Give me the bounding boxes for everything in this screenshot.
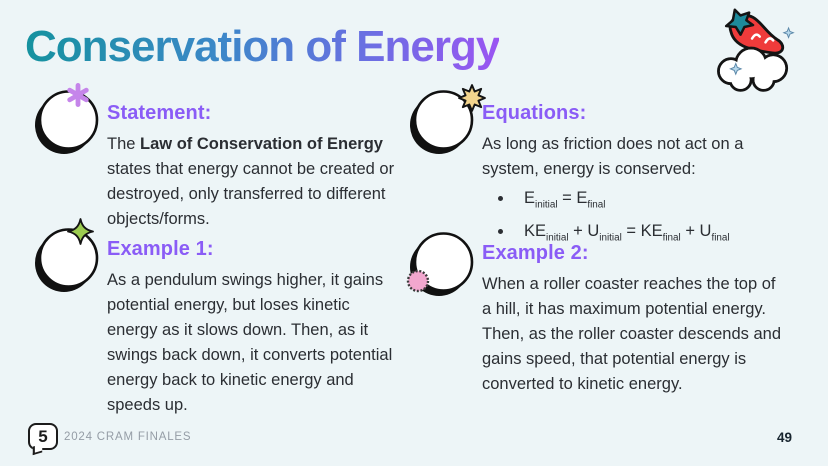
page-title: Conservation of Energy (25, 22, 500, 71)
equation-item: Einitial = Efinal (514, 185, 790, 218)
example1-body: As a pendulum swings higher, it gains po… (107, 271, 393, 414)
example2-body: When a roller coaster reaches the top of… (482, 275, 782, 393)
brand-logo: 5 (28, 423, 58, 450)
section-equations: Equations: As long as friction does not … (408, 84, 790, 252)
footer-brand-text: 2024 CRAM FINALES (64, 431, 192, 443)
four-point-sparkle-icon (67, 218, 94, 245)
starburst-sparkle-icon (458, 84, 486, 112)
section-example-2: Example 2: When a roller coaster reaches… (406, 228, 783, 397)
page-number: 49 (776, 430, 792, 445)
circle-icon (406, 228, 478, 300)
circle-icon (33, 83, 103, 158)
fluff-sparkle-icon (406, 269, 430, 293)
equation-list: Einitial = Efinal KEinitial + Uinitial =… (482, 185, 790, 252)
statement-heading: Statement: (107, 102, 212, 124)
asterisk-sparkle-icon (67, 83, 89, 107)
circle-icon (408, 84, 486, 158)
example2-heading: Example 2: (482, 242, 589, 264)
equations-intro: As long as friction does not act on a sy… (482, 135, 744, 178)
statement-body: The Law of Conservation of Energy states… (107, 135, 395, 228)
equations-heading: Equations: (482, 102, 587, 124)
example1-heading: Example 1: (107, 238, 214, 260)
section-example-1: Example 1: As a pendulum swings higher, … (33, 218, 401, 418)
circle-icon (33, 218, 103, 296)
chili-cloud-illustration (717, 8, 795, 92)
equation-item: KEinitial + Uinitial = KEfinal + Ufinal (514, 218, 790, 251)
section-statement: Statement: The Law of Conservation of En… (33, 83, 401, 232)
chili-pepper-icon (724, 8, 785, 55)
sparkle-icons (729, 26, 795, 76)
brand-logo-number: 5 (38, 426, 48, 446)
